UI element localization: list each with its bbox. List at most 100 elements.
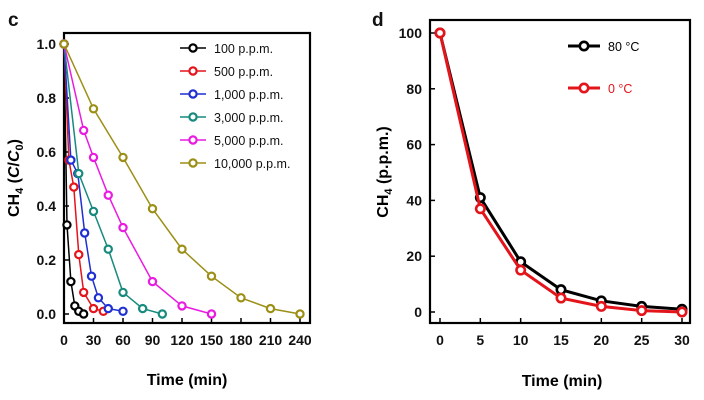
c-data-point <box>118 287 128 298</box>
c-data-point <box>157 309 168 319</box>
c-ytick-label: 0.6 <box>37 144 57 160</box>
c-xtick-label: 90 <box>145 332 161 348</box>
d-data-point <box>515 264 527 276</box>
panel-d-ylabel-rest: (p.p.m.) <box>375 126 392 188</box>
c-data-point <box>147 276 158 287</box>
c-xtick-label: 120 <box>170 332 194 348</box>
c-data-point <box>66 155 76 165</box>
c-data-point <box>59 39 69 49</box>
panel-d-letter: d <box>372 10 384 31</box>
panel-d-legend: 80 °C 0 °C <box>568 40 639 96</box>
c-xtick-label: 210 <box>259 332 283 348</box>
c-xtick-label: 60 <box>115 332 131 348</box>
d-legend-marker <box>578 40 590 52</box>
c-legend-label: 100 p.p.m. <box>214 42 273 56</box>
c-xtick-label: 30 <box>86 332 102 348</box>
d-ytick-label: 60 <box>406 137 422 153</box>
panel-d-axes: 0 5 10 15 20 25 30 0 20 40 60 80 100 <box>399 25 690 348</box>
panel-c: c 0 30 60 90 120 150 180 210 240 0.0 0.2 0.4 0.6 0.8 1… <box>6 10 312 389</box>
c-data-point <box>103 190 113 200</box>
panel-c-ylabel-open: ( <box>6 177 23 187</box>
d-xtick-label: 10 <box>513 332 529 348</box>
c-data-point <box>206 309 217 319</box>
c-data-point <box>66 276 76 287</box>
c-series-line <box>63 43 301 315</box>
c-data-point <box>74 249 84 260</box>
c-data-point <box>103 244 113 254</box>
panel-d-ylabel-sub: 4 <box>383 188 395 195</box>
c-data-point <box>236 293 246 303</box>
d-legend-label: 80 °C <box>608 40 639 54</box>
c-data-point <box>118 152 128 163</box>
panel-c-axes: 0 30 60 90 120 150 180 210 240 0.0 0.2 0.4 0.6 0.8 1.0 <box>37 36 312 348</box>
panel-c-frame <box>62 31 312 325</box>
c-data-point <box>88 104 99 114</box>
c-xtick-label: 150 <box>200 332 224 348</box>
d-ytick-label: 0 <box>414 304 422 320</box>
d-xtick-label: 20 <box>594 332 610 348</box>
panel-d-frame <box>428 18 692 325</box>
d-series-line <box>438 32 683 314</box>
c-legend-label: 1,000 p.p.m. <box>214 88 284 102</box>
d-data-point <box>474 203 486 215</box>
c-xtick-label: 240 <box>288 332 312 348</box>
c-data-point <box>69 182 79 192</box>
d-xtick-label: 25 <box>634 332 650 348</box>
panel-c-ylabel-c0: C <box>6 150 23 162</box>
d-ytick-label: 40 <box>406 192 422 208</box>
d-xtick-label: 0 <box>436 332 444 348</box>
panel-d-ylabel: CH4 (p.p.m.) <box>375 126 395 217</box>
c-data-point <box>137 303 148 314</box>
c-data-point <box>86 271 97 281</box>
c-data-point <box>78 287 89 298</box>
c-legend-label: 5,000 p.p.m. <box>214 134 284 148</box>
c-data-point <box>103 303 113 314</box>
c-data-point <box>78 309 89 319</box>
c-xtick-label: 0 <box>60 332 68 348</box>
d-ytick-label: 80 <box>406 81 422 97</box>
c-data-point <box>265 303 276 314</box>
c-data-point <box>177 244 187 254</box>
c-ytick-label: 0.2 <box>37 252 57 268</box>
c-legend-marker <box>188 158 198 168</box>
c-ytick-label: 0.0 <box>37 306 57 322</box>
c-ytick-label: 1.0 <box>37 36 57 52</box>
c-data-point <box>93 293 104 303</box>
c-legend-label: 3,000 p.p.m. <box>214 111 284 125</box>
c-data-point <box>88 303 99 314</box>
d-xtick-label: 5 <box>476 332 484 348</box>
d-series-line <box>438 32 683 311</box>
c-data-point <box>118 306 128 316</box>
panel-c-ylabel-close: ) <box>6 139 23 144</box>
d-legend-label: 0 °C <box>608 82 632 96</box>
panel-d-series <box>434 27 688 318</box>
panel-c-ylabel: CH4 (C/C0) <box>6 139 26 217</box>
d-ytick-label: 100 <box>399 25 423 41</box>
d-data-point <box>555 292 567 304</box>
panel-c-ylabel-sub: 4 <box>14 187 26 194</box>
d-data-point <box>434 27 446 39</box>
panel-d: d 0 5 10 15 20 25 30 0 20 40 60 80 100 80 °C 0 °C Tim… <box>372 10 692 390</box>
c-legend-label: 10,000 p.p.m. <box>214 157 290 171</box>
c-data-point <box>88 206 99 217</box>
panel-d-xlabel: Time (min) <box>522 373 603 390</box>
panel-c-ylabel-ch: CH <box>6 194 23 217</box>
panel-c-legend: 100 p.p.m. 500 p.p.m. 1,000 p.p.m. 3,000 p.… <box>180 42 290 171</box>
panel-c-ylabel-slash: / <box>6 161 23 166</box>
panel-d-ylabel-ch: CH <box>375 195 392 218</box>
d-data-point <box>636 305 648 317</box>
d-legend-marker <box>578 82 590 94</box>
c-data-point <box>62 220 72 230</box>
c-data-point <box>295 309 305 319</box>
c-legend-marker <box>188 112 198 122</box>
panel-c-ylabel-c0-sub: 0 <box>14 144 26 150</box>
c-legend-label: 500 p.p.m. <box>214 65 273 79</box>
d-xtick-label: 30 <box>674 332 690 348</box>
c-ytick-label: 0.8 <box>37 90 57 106</box>
c-legend-marker <box>188 89 198 99</box>
c-legend-marker <box>188 43 198 53</box>
c-data-point <box>147 203 158 214</box>
c-data-point <box>118 222 128 233</box>
d-ytick-label: 20 <box>406 248 422 264</box>
